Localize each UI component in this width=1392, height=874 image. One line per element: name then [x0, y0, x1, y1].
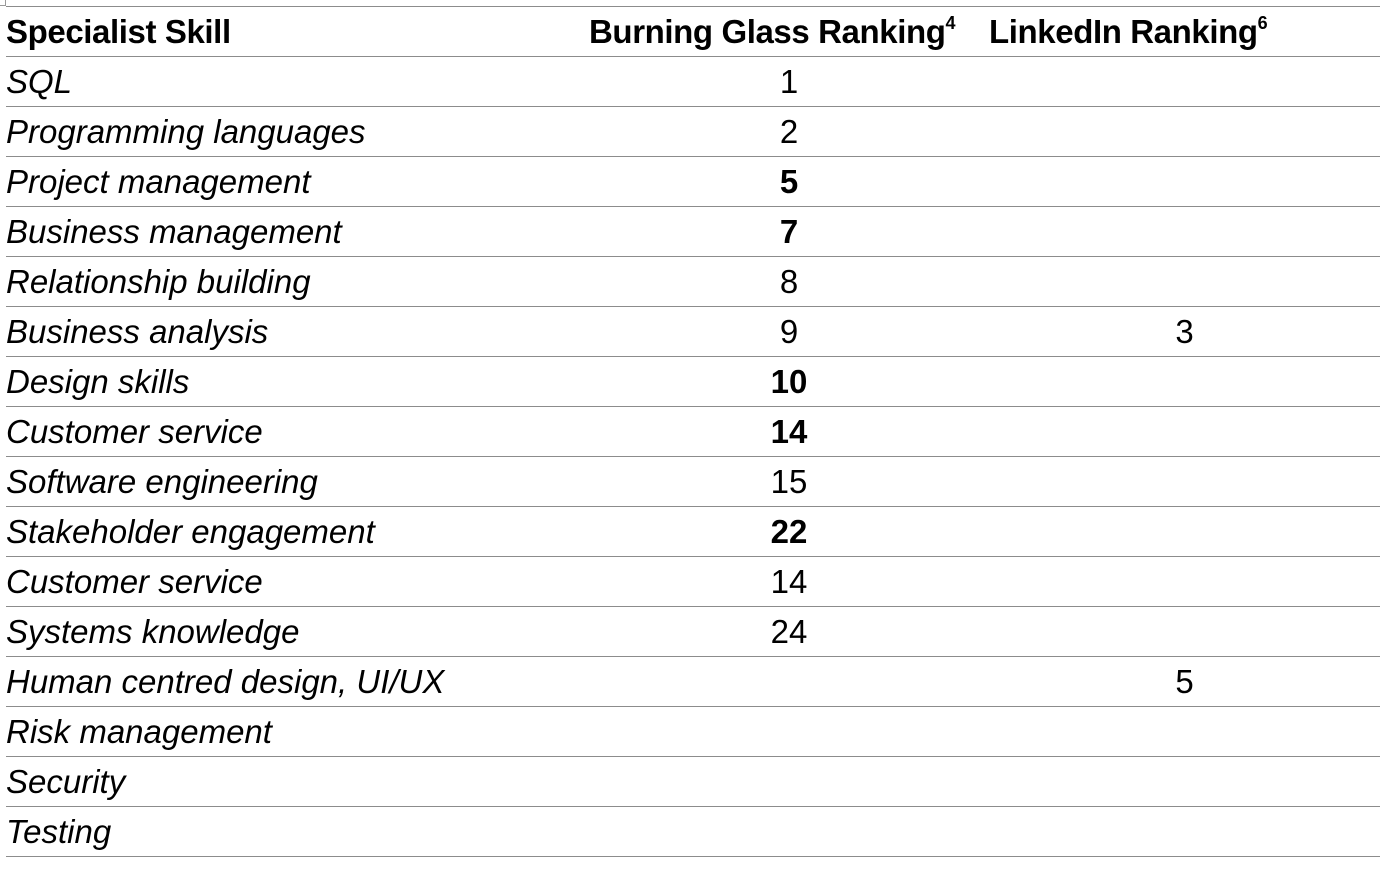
linkedin-rank-cell: 5: [989, 656, 1380, 707]
burning-glass-rank-cell: 15: [589, 456, 989, 507]
linkedin-rank-cell: [989, 706, 1380, 757]
skills-ranking-table: Specialist Skill Burning Glass Ranking4 …: [6, 6, 1380, 857]
header-burning-glass-ranking: Burning Glass Ranking4: [589, 6, 989, 57]
skill-name-cell: Relationship building: [6, 256, 589, 307]
header-linkedin-label: LinkedIn Ranking: [989, 13, 1258, 50]
table-row: Programming languages 2: [6, 106, 1380, 157]
table-row: Human centred design, UI/UX 5: [6, 656, 1380, 707]
burning-glass-rank-cell: [589, 806, 989, 857]
table-row: Business management 7: [6, 206, 1380, 257]
linkedin-rank-cell: [989, 556, 1380, 607]
burning-glass-rank-cell: 22: [589, 506, 989, 557]
header-burning-glass-label: Burning Glass Ranking: [589, 13, 946, 50]
burning-glass-rank-cell: [589, 656, 989, 707]
table-row: Testing: [6, 806, 1380, 857]
skill-name-cell: Project management: [6, 156, 589, 207]
skill-name-cell: Design skills: [6, 356, 589, 407]
linkedin-rank-cell: [989, 406, 1380, 457]
header-specialist-skill: Specialist Skill: [6, 6, 589, 57]
burning-glass-rank-cell: 9: [589, 306, 989, 357]
table-row: Relationship building 8: [6, 256, 1380, 307]
skill-name-cell: Programming languages: [6, 106, 589, 157]
burning-glass-rank-cell: 24: [589, 606, 989, 657]
skill-name-cell: Customer service: [6, 556, 589, 607]
table-row: Software engineering 15: [6, 456, 1380, 507]
burning-glass-rank-cell: 5: [589, 156, 989, 207]
skill-name-cell: Software engineering: [6, 456, 589, 507]
table-row: Project management 5: [6, 156, 1380, 207]
burning-glass-rank-cell: [589, 706, 989, 757]
linkedin-rank-cell: [989, 206, 1380, 257]
skill-name-cell: Risk management: [6, 706, 589, 757]
linkedin-rank-cell: [989, 456, 1380, 507]
table-header: Specialist Skill Burning Glass Ranking4 …: [6, 6, 1380, 57]
skill-name-cell: Business management: [6, 206, 589, 257]
burning-glass-rank-cell: 8: [589, 256, 989, 307]
table-row: Customer service 14: [6, 556, 1380, 607]
header-linkedin-ranking: LinkedIn Ranking6: [989, 6, 1380, 57]
table-body: SQL 1 Programming languages 2 Project manage…: [6, 56, 1380, 857]
linkedin-rank-cell: [989, 106, 1380, 157]
skill-name-cell: Security: [6, 756, 589, 807]
burning-glass-rank-cell: 1: [589, 56, 989, 107]
header-specialist-skill-label: Specialist Skill: [6, 13, 231, 50]
table-row: SQL 1: [6, 56, 1380, 107]
burning-glass-rank-cell: 14: [589, 406, 989, 457]
footnote-marker-burning-glass: 4: [945, 13, 956, 33]
skill-name-cell: Testing: [6, 806, 589, 857]
table-row: Stakeholder engagement 22: [6, 506, 1380, 557]
table-row: Risk management: [6, 706, 1380, 757]
burning-glass-rank-cell: 7: [589, 206, 989, 257]
skill-name-cell: Systems knowledge: [6, 606, 589, 657]
table-row: Customer service 14: [6, 406, 1380, 457]
table-row: Security: [6, 756, 1380, 807]
skill-name-cell: Human centred design, UI/UX: [6, 656, 589, 707]
footnote-marker-linkedin: 6: [1257, 13, 1268, 33]
table-row: Design skills 10: [6, 356, 1380, 407]
linkedin-rank-cell: [989, 606, 1380, 657]
linkedin-rank-cell: [989, 756, 1380, 807]
linkedin-rank-cell: [989, 506, 1380, 557]
burning-glass-rank-cell: 2: [589, 106, 989, 157]
linkedin-rank-cell: [989, 56, 1380, 107]
burning-glass-rank-cell: 10: [589, 356, 989, 407]
linkedin-rank-cell: [989, 256, 1380, 307]
skill-name-cell: Business analysis: [6, 306, 589, 357]
linkedin-rank-cell: 3: [989, 306, 1380, 357]
skill-name-cell: Customer service: [6, 406, 589, 457]
table-row: Business analysis 9 3: [6, 306, 1380, 357]
corner-crop-mark: [0, 0, 6, 6]
linkedin-rank-cell: [989, 356, 1380, 407]
header-row: Specialist Skill Burning Glass Ranking4 …: [6, 6, 1380, 57]
skill-name-cell: Stakeholder engagement: [6, 506, 589, 557]
table-row: Systems knowledge 24: [6, 606, 1380, 657]
linkedin-rank-cell: [989, 806, 1380, 857]
skill-name-cell: SQL: [6, 56, 589, 107]
burning-glass-rank-cell: [589, 756, 989, 807]
linkedin-rank-cell: [989, 156, 1380, 207]
burning-glass-rank-cell: 14: [589, 556, 989, 607]
